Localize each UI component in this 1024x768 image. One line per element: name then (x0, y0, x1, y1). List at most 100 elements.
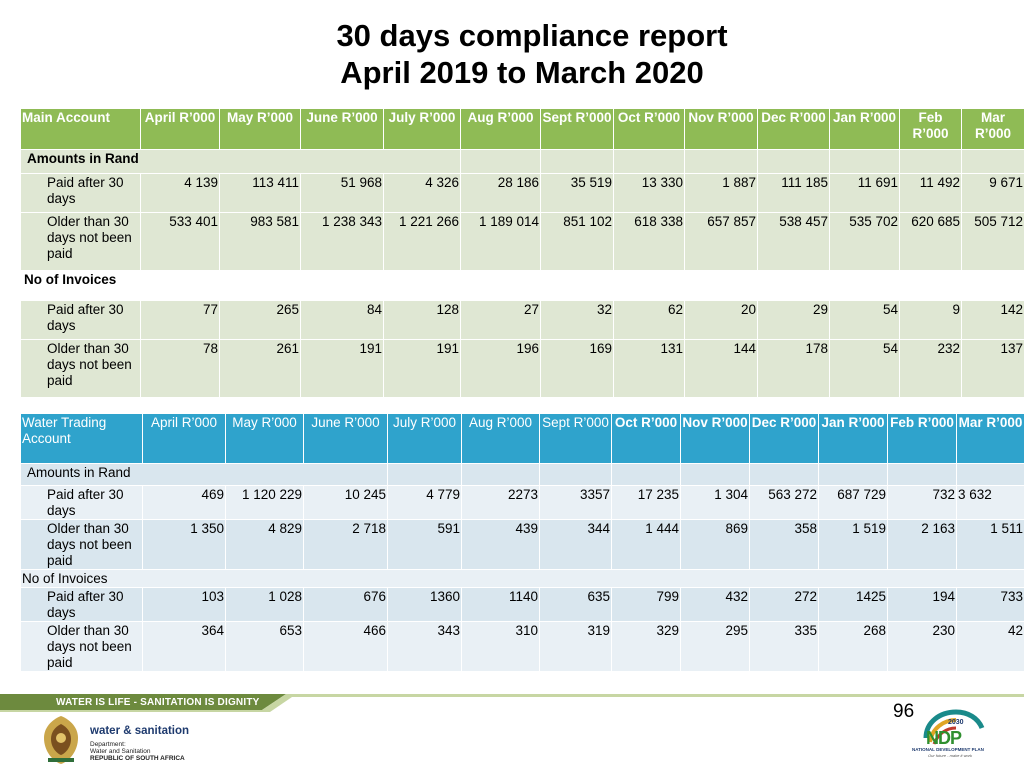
table-cell: 505 712 (961, 212, 1024, 271)
table-cell: 1 238 343 (300, 212, 384, 271)
header-cell: Sept R’000 (540, 108, 614, 150)
table-row: Paid after 30 days 103 1 028 676 1360 11… (20, 587, 1024, 622)
table-cell: 28 186 (460, 173, 541, 213)
section-label: No of Invoices (20, 270, 1024, 301)
department-line: Water and Sanitation (90, 748, 151, 755)
table-cell: 295 (680, 621, 750, 672)
table-cell: 230 (887, 621, 957, 672)
table-row: Older than 30 days not been paid 78 261 … (20, 339, 1024, 398)
table-row: Paid after 30 days 77 265 84 128 27 32 6… (20, 300, 1024, 340)
table-cell: 533 401 (140, 212, 220, 271)
table-cell: 4 779 (387, 485, 462, 520)
header-cell: Oct R’000 (613, 108, 685, 150)
table-cell: 358 (749, 519, 819, 570)
table-cell: 77 (140, 300, 220, 340)
table-cell: 535 702 (829, 212, 900, 271)
table-cell: 142 (961, 300, 1024, 340)
table-cell: 591 (387, 519, 462, 570)
table-cell: 657 857 (684, 212, 758, 271)
section-row: No of Invoices (20, 270, 1024, 301)
table-cell: 1 221 266 (383, 212, 461, 271)
table-cell: 131 (613, 339, 685, 398)
header-cell: Jan R’000 (829, 108, 900, 150)
table-cell: 1 189 014 (460, 212, 541, 271)
table-cell: 9 (899, 300, 962, 340)
row-label: Older than 30 days not been paid (20, 339, 141, 398)
table-cell: 799 (611, 587, 681, 622)
table-cell: 1 350 (142, 519, 226, 570)
table-cell: 335 (749, 621, 819, 672)
table-cell: 54 (829, 339, 900, 398)
department-line: Department: (90, 741, 126, 748)
header-cell: Main Account (20, 108, 141, 150)
section-label: Amounts in Rand (20, 149, 461, 174)
section-row: Amounts in Rand (20, 149, 1024, 174)
table-cell: 310 (461, 621, 540, 672)
header-cell: April R’000 (140, 108, 220, 150)
table-cell: 178 (757, 339, 830, 398)
table-cell: 84 (300, 300, 384, 340)
table-cell: 2 163 (887, 519, 957, 570)
section-row: Amounts in Rand (20, 463, 1024, 486)
table-cell: 103 (142, 587, 226, 622)
table-cell: 27 (460, 300, 541, 340)
header-cell: Nov R’000 (684, 108, 758, 150)
report-period: April 2019 to March 2020 (340, 55, 704, 90)
table-cell: 319 (539, 621, 612, 672)
table-cell: 618 338 (613, 212, 685, 271)
table-cell: 265 (219, 300, 301, 340)
table-cell: 344 (539, 519, 612, 570)
ndp-name: NATIONAL DEVELOPMENT PLAN (912, 747, 984, 752)
table-cell: 113 411 (219, 173, 301, 213)
row-label: Older than 30 days not been paid (20, 212, 141, 271)
table-cell: 20 (684, 300, 758, 340)
ndp-mark: NDP (926, 728, 962, 748)
table-cell: 563 272 (749, 485, 819, 520)
table-cell: 137 (961, 339, 1024, 398)
header-cell: June R’000 (300, 108, 384, 150)
table-cell: 343 (387, 621, 462, 672)
table-cell: 1 887 (684, 173, 758, 213)
header-cell: Feb R’000 (887, 413, 957, 464)
header-cell: Mar R’000 (956, 413, 1024, 464)
table-cell: 620 685 (899, 212, 962, 271)
header-cell: Aug R’000 (460, 108, 541, 150)
table-cell: 29 (757, 300, 830, 340)
header-cell: April R’000 (142, 413, 226, 464)
table-cell: 329 (611, 621, 681, 672)
table-cell: 272 (749, 587, 819, 622)
section-label: No of Invoices (20, 569, 1024, 588)
ndp-tagline: Our future - make it work (928, 753, 973, 758)
table-cell: 11 691 (829, 173, 900, 213)
report-title: 30 days compliance report (336, 18, 728, 53)
table-cell: 4 829 (225, 519, 304, 570)
table-row: Older than 30 days not been paid 1 350 4… (20, 519, 1024, 570)
header-cell: Dec R’000 (749, 413, 819, 464)
table-cell: 144 (684, 339, 758, 398)
table-cell: 261 (219, 339, 301, 398)
header-cell: Water Trading Account (20, 413, 143, 464)
table-cell: 51 968 (300, 173, 384, 213)
table-cell: 196 (460, 339, 541, 398)
row-label: Older than 30 days not been paid (20, 621, 143, 672)
table-cell: 35 519 (540, 173, 614, 213)
section-label: Amounts in Rand (20, 463, 388, 486)
table-cell: 732 (887, 485, 957, 520)
table-cell: 194 (887, 587, 957, 622)
table-cell: 1 304 (680, 485, 750, 520)
row-label: Older than 30 days not been paid (20, 519, 143, 570)
footer-slogan: WATER IS LIFE - SANITATION IS DIGNITY (56, 697, 260, 708)
water-header-row: Water Trading Account April R’000 May R’… (20, 413, 1024, 464)
table-cell: 4 326 (383, 173, 461, 213)
header-cell: Feb R’000 (899, 108, 962, 150)
table-cell: 983 581 (219, 212, 301, 271)
table-cell: 1 120 229 (225, 485, 304, 520)
table-cell: 54 (829, 300, 900, 340)
table-cell: 364 (142, 621, 226, 672)
table-cell: 62 (613, 300, 685, 340)
table-cell: 538 457 (757, 212, 830, 271)
table-cell: 1 444 (611, 519, 681, 570)
department-name: water & sanitation (90, 725, 190, 737)
header-cell: July R’000 (383, 108, 461, 150)
header-cell: Nov R’000 (680, 413, 750, 464)
